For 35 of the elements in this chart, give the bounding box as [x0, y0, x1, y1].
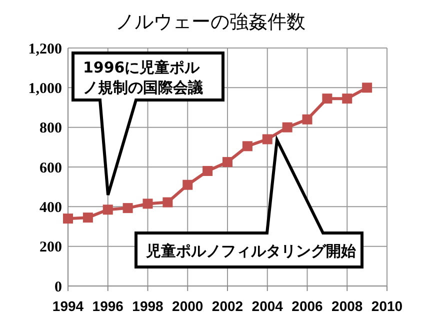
annotation: 1996に児童ポルノ規制の国際会議 [83, 58, 203, 96]
x-tick-label: 2008 [332, 298, 363, 314]
point [242, 141, 252, 152]
x-tick-label: 2002 [212, 298, 244, 314]
point [222, 157, 232, 168]
y-tick-label: 400 [40, 200, 62, 216]
point [362, 82, 372, 93]
point [102, 204, 113, 215]
y-tick-label: 0 [54, 279, 62, 296]
x-tick-label: 2010 [371, 298, 403, 314]
y-tick-label: 800 [40, 120, 62, 137]
x-tick-label: 1998 [132, 298, 164, 314]
y-tick-label: 1,200 [28, 41, 62, 58]
point [162, 197, 173, 208]
point [322, 94, 332, 104]
point [82, 212, 93, 223]
annotation: 児童ポルノフィルタリング開始 [145, 242, 357, 260]
x-tick-label: 1994 [52, 298, 84, 314]
point [302, 114, 312, 124]
point [282, 122, 292, 132]
point [262, 134, 272, 144]
y-tick-label: 200 [40, 240, 62, 256]
y-tick-label: 1,000 [28, 80, 62, 97]
point [202, 166, 213, 176]
point [142, 198, 153, 209]
point [63, 214, 73, 224]
x-tick-label: 2006 [292, 298, 324, 314]
point [342, 94, 352, 104]
point [122, 203, 133, 214]
x-tick-label: 1996 [92, 298, 124, 314]
point [182, 180, 193, 190]
x-tick-label: 2004 [252, 298, 284, 314]
y-tick-label: 600 [40, 160, 62, 176]
chart-title: ノルウェーの強姦件数 [116, 11, 306, 33]
x-tick-label: 2000 [172, 298, 204, 314]
